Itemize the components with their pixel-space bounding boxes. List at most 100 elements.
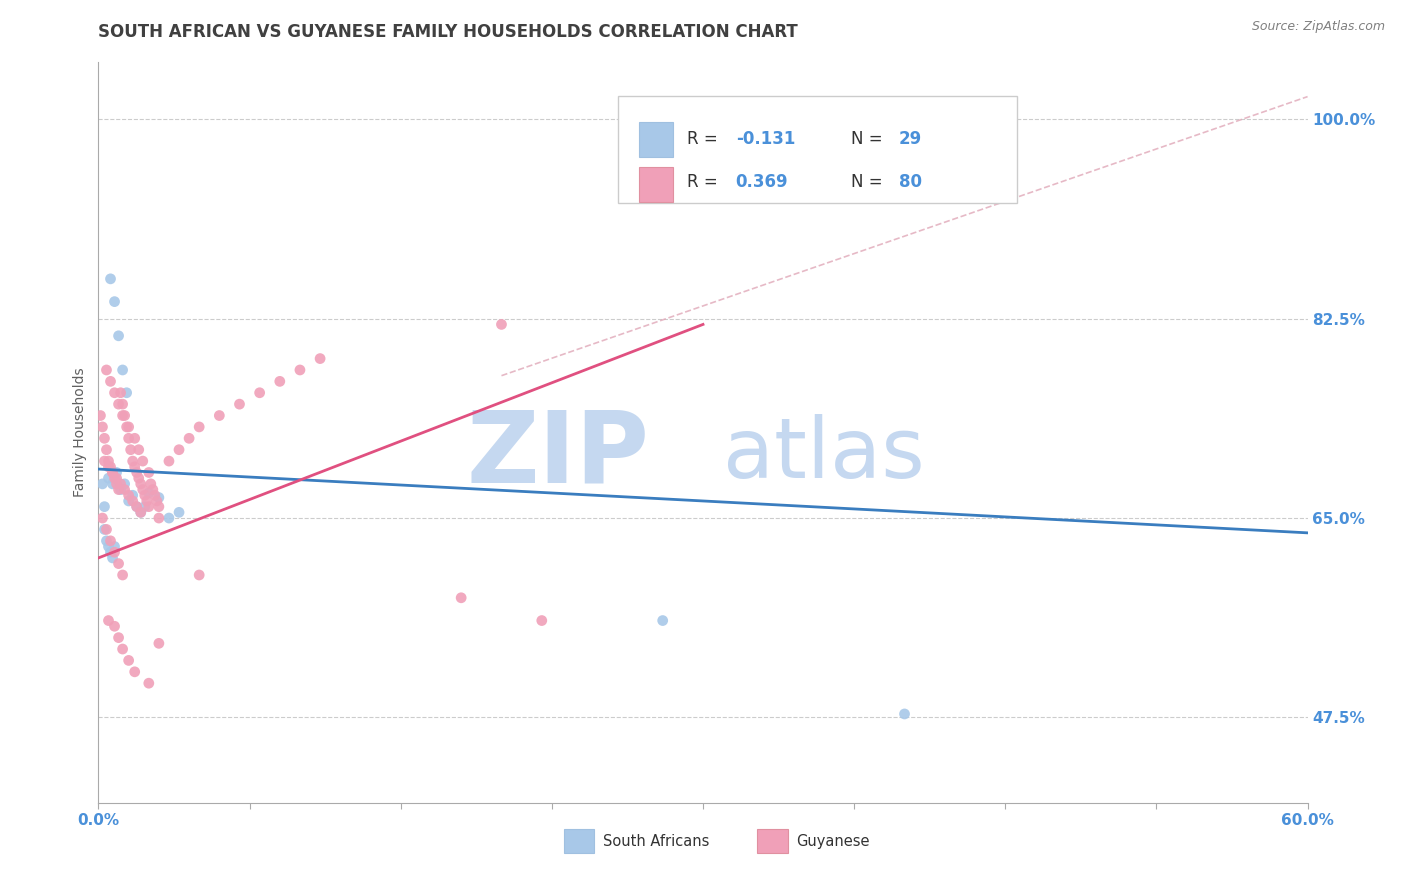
- FancyBboxPatch shape: [564, 830, 595, 853]
- Point: [132, 483, 155, 497]
- Text: R =: R =: [688, 130, 723, 148]
- Point: [135, 494, 157, 508]
- Point: [111, 568, 134, 582]
- Point: [121, 454, 143, 468]
- Point: [100, 545, 122, 559]
- Point: [91, 511, 114, 525]
- Point: [129, 476, 152, 491]
- Text: ZIP: ZIP: [467, 407, 650, 503]
- Point: [157, 454, 180, 468]
- Point: [105, 476, 128, 491]
- Point: [530, 614, 553, 628]
- Text: South Africans: South Africans: [603, 834, 709, 849]
- Point: [101, 550, 124, 565]
- Point: [96, 363, 118, 377]
- Point: [114, 409, 136, 423]
- Point: [101, 476, 124, 491]
- Point: [208, 409, 231, 423]
- Point: [110, 385, 132, 400]
- Point: [139, 476, 162, 491]
- Point: [103, 385, 125, 400]
- Point: [115, 385, 138, 400]
- Point: [114, 476, 136, 491]
- Point: [129, 505, 152, 519]
- Text: Source: ZipAtlas.com: Source: ZipAtlas.com: [1251, 20, 1385, 33]
- Point: [118, 494, 141, 508]
- Point: [114, 483, 136, 497]
- Point: [101, 466, 124, 480]
- Point: [309, 351, 332, 366]
- Text: R =: R =: [688, 173, 723, 192]
- Point: [228, 397, 250, 411]
- Point: [105, 471, 128, 485]
- FancyBboxPatch shape: [758, 830, 787, 853]
- Point: [893, 706, 915, 721]
- Point: [100, 272, 122, 286]
- Text: SOUTH AFRICAN VS GUYANESE FAMILY HOUSEHOLDS CORRELATION CHART: SOUTH AFRICAN VS GUYANESE FAMILY HOUSEHO…: [98, 23, 799, 41]
- Point: [93, 431, 115, 445]
- Point: [107, 397, 129, 411]
- Point: [89, 409, 111, 423]
- Point: [118, 653, 141, 667]
- Point: [249, 385, 271, 400]
- Point: [107, 328, 129, 343]
- Point: [103, 545, 125, 559]
- Point: [97, 454, 120, 468]
- Text: 0.369: 0.369: [735, 173, 789, 192]
- Point: [105, 466, 128, 480]
- Point: [103, 294, 125, 309]
- Point: [148, 636, 170, 650]
- Point: [118, 431, 141, 445]
- Point: [148, 491, 170, 505]
- Point: [146, 494, 169, 508]
- Point: [96, 533, 118, 548]
- Point: [124, 665, 146, 679]
- Point: [124, 459, 146, 474]
- Point: [103, 540, 125, 554]
- Point: [491, 318, 513, 332]
- Y-axis label: Family Households: Family Households: [73, 368, 87, 498]
- Point: [101, 466, 124, 480]
- Point: [97, 540, 120, 554]
- Point: [138, 676, 160, 690]
- Text: atlas: atlas: [723, 414, 925, 495]
- Text: 80: 80: [898, 173, 922, 192]
- Point: [110, 476, 132, 491]
- Text: -0.131: -0.131: [735, 130, 794, 148]
- Point: [138, 486, 160, 500]
- Point: [142, 483, 165, 497]
- Point: [129, 505, 152, 519]
- Point: [110, 483, 132, 497]
- Point: [853, 141, 876, 155]
- Point: [128, 442, 150, 457]
- Point: [288, 363, 311, 377]
- Point: [143, 488, 166, 502]
- Text: Guyanese: Guyanese: [796, 834, 869, 849]
- Point: [148, 511, 170, 525]
- Point: [100, 459, 122, 474]
- Point: [118, 420, 141, 434]
- Point: [121, 488, 143, 502]
- Point: [167, 505, 190, 519]
- Point: [100, 533, 122, 548]
- Point: [103, 471, 125, 485]
- Point: [128, 471, 150, 485]
- Point: [96, 442, 118, 457]
- Point: [111, 363, 134, 377]
- Point: [107, 557, 129, 571]
- Point: [115, 420, 138, 434]
- Point: [97, 614, 120, 628]
- Point: [121, 494, 143, 508]
- Point: [157, 511, 180, 525]
- Point: [138, 466, 160, 480]
- Point: [134, 500, 156, 514]
- Point: [107, 483, 129, 497]
- Point: [125, 466, 148, 480]
- Point: [132, 454, 155, 468]
- Point: [93, 454, 115, 468]
- Point: [167, 442, 190, 457]
- Point: [97, 471, 120, 485]
- Point: [269, 375, 291, 389]
- Text: 29: 29: [898, 130, 922, 148]
- Point: [120, 442, 142, 457]
